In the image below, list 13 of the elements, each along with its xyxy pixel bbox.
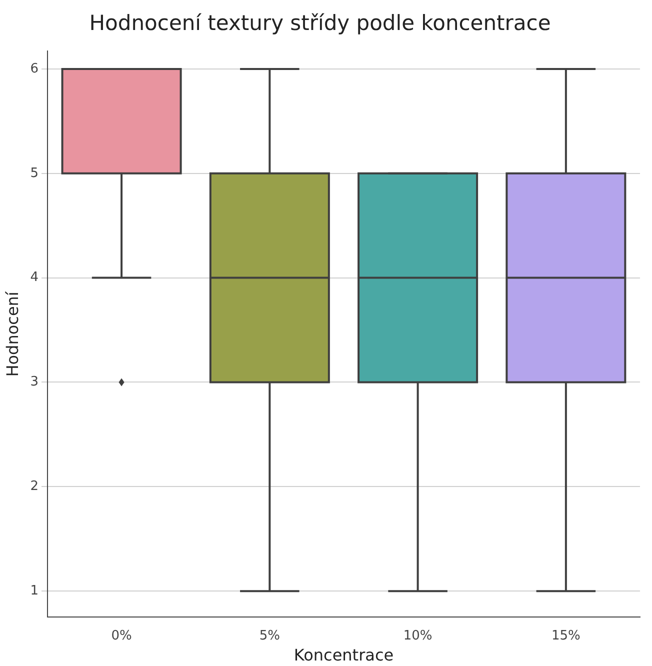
y-tick-label: 1: [30, 583, 38, 598]
y-tick-label: 6: [30, 61, 38, 76]
y-tick-label: 2: [30, 479, 38, 494]
x-tick-label: 5%: [259, 628, 280, 644]
y-tick-label: 3: [30, 374, 38, 390]
x-tick-label: 0%: [111, 628, 132, 644]
x-axis-title: Koncentrace: [294, 646, 394, 665]
y-tick-label: 5: [30, 166, 38, 181]
x-tick-label: 15%: [551, 628, 580, 644]
y-tick-label: 4: [30, 270, 38, 286]
x-tick-label: 10%: [403, 628, 432, 644]
chart-title: Hodnocení textury střídy podle koncentrace: [89, 11, 551, 36]
y-axis-title: Hodnocení: [2, 291, 22, 377]
